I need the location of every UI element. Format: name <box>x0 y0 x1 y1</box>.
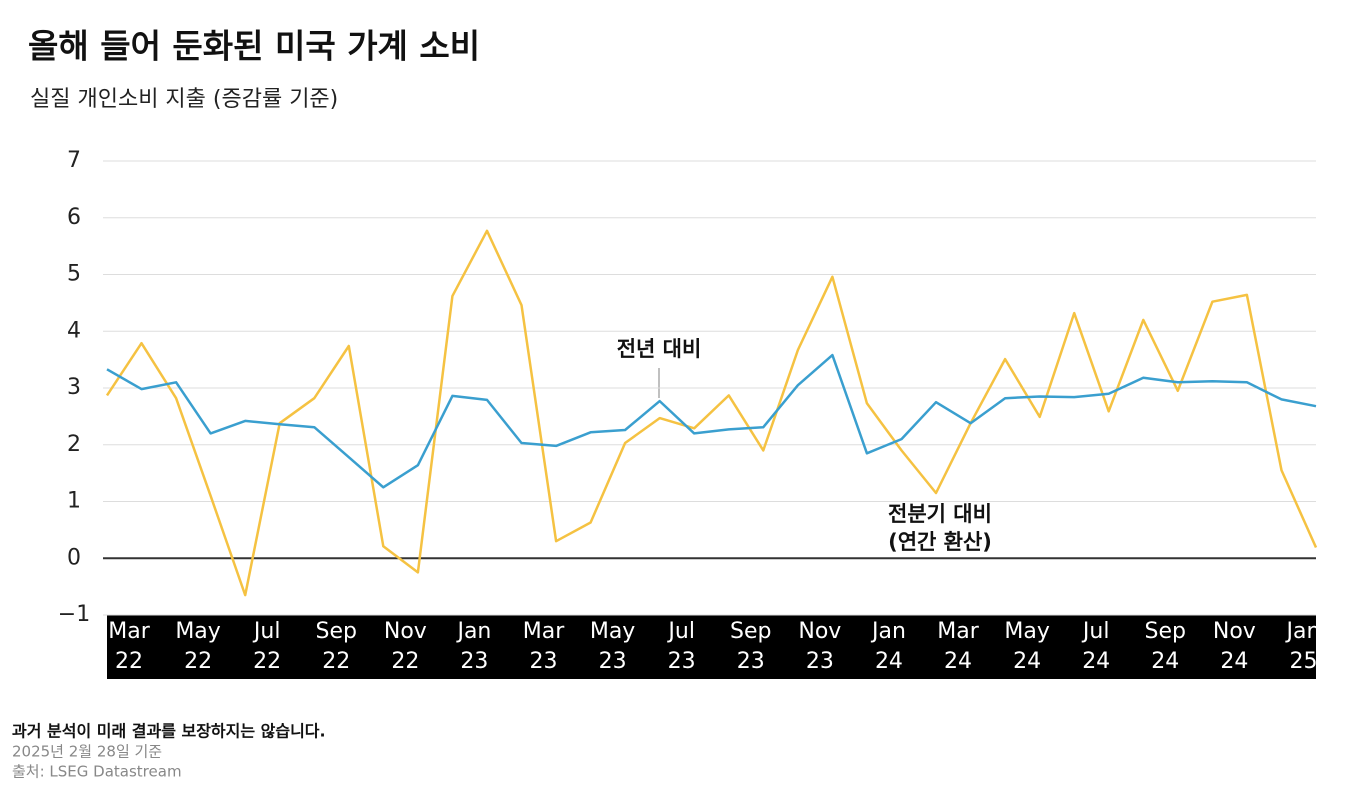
y-tick-label: 3 <box>67 375 81 400</box>
x-tick-label: May 23 <box>590 619 635 674</box>
y-tick-label: 0 <box>67 545 81 570</box>
y-tick-label: 1 <box>67 489 81 514</box>
series-label: 전분기 대비 (연간 환산) <box>888 502 992 554</box>
series-line <box>105 229 1318 597</box>
y-tick-label: 6 <box>67 205 81 230</box>
chart-title: 올해 들어 둔화된 미국 가계 소비 <box>28 27 480 66</box>
source-note: 출처: LSEG Datastream <box>12 763 182 781</box>
date-note: 2025년 2월 28일 기준 <box>12 743 162 761</box>
x-tick-label: Jan 23 <box>455 619 491 674</box>
x-tick-label: Sep 23 <box>730 619 771 674</box>
x-tick-label: Nov 23 <box>798 619 841 674</box>
x-tick-label: Mar 22 <box>108 619 150 674</box>
x-tick-label: Jul 24 <box>1081 619 1110 674</box>
x-tick-label: Sep 24 <box>1145 619 1186 674</box>
x-axis-band <box>107 615 1316 679</box>
x-tick-label: Nov 22 <box>384 619 427 674</box>
y-tick-label: 2 <box>67 432 81 457</box>
x-tick-label: Jul 23 <box>666 619 695 674</box>
y-tick-label: −1 <box>58 602 90 627</box>
x-tick-label: Sep 22 <box>316 619 357 674</box>
y-tick-label: 4 <box>67 318 81 343</box>
y-tick-label: 7 <box>67 148 81 173</box>
series-label: 전년 대비 <box>617 337 702 361</box>
x-tick-label: Mar 23 <box>523 619 565 674</box>
disclaimer: 과거 분석이 미래 결과를 보장하지는 않습니다. <box>12 722 326 741</box>
x-tick-label: Jan 25 <box>1284 619 1320 674</box>
y-tick-label: 5 <box>67 262 81 287</box>
x-tick-label: Jul 22 <box>252 619 281 674</box>
x-tick-label: Nov 24 <box>1213 619 1256 674</box>
series-line <box>106 353 1317 489</box>
x-tick-label: May 24 <box>1004 619 1049 674</box>
x-tick-label: May 22 <box>175 619 220 674</box>
x-tick-label: Mar 24 <box>937 619 979 674</box>
x-tick-label: Jan 24 <box>870 619 906 674</box>
chart-subtitle: 실질 개인소비 지출 (증감률 기준) <box>30 87 338 112</box>
